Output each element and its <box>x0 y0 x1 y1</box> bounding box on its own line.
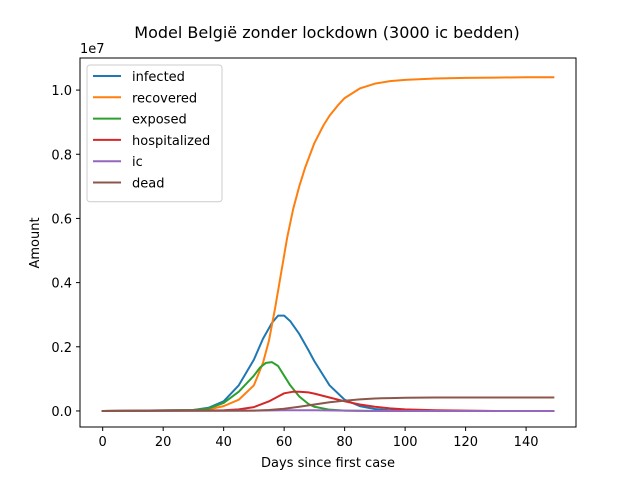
legend: infected recovered exposed hospitalized ic de… <box>86 64 223 203</box>
legend-label-exposed: exposed <box>132 113 187 128</box>
legend-box <box>86 64 223 203</box>
y-axis-title: Amount <box>28 217 43 268</box>
y-tick-label: 0.4 <box>51 277 72 292</box>
y-tick-label: 0.6 <box>51 212 72 227</box>
x-tick-label: 140 <box>514 435 539 450</box>
legend-label-ic: ic <box>132 155 143 170</box>
x-tick-label: 60 <box>276 435 293 450</box>
y-tick-label: 0.8 <box>51 148 72 163</box>
y-axis-ticks: 0.0 0.2 0.4 0.6 0.8 1.0 <box>51 84 80 420</box>
chart-title: Model België zonder lockdown (3000 ic be… <box>134 23 519 42</box>
x-tick-label: 80 <box>336 435 353 450</box>
x-tick-label: 100 <box>393 435 418 450</box>
y-scale-offset-label: 1e7 <box>80 42 105 57</box>
legend-label-infected: infected <box>132 70 185 85</box>
x-tick-label: 40 <box>215 435 232 450</box>
y-tick-label: 0.0 <box>51 405 72 420</box>
legend-label-hospitalized: hospitalized <box>132 134 210 149</box>
legend-label-dead: dead <box>132 177 164 192</box>
x-tick-label: 20 <box>155 435 172 450</box>
y-tick-label: 0.2 <box>51 341 72 356</box>
x-axis-ticks: 0 20 40 60 80 100 120 140 <box>99 427 539 450</box>
plot-frame <box>79 57 577 428</box>
x-tick-label: 0 <box>99 435 107 450</box>
x-axis-title: Days since first case <box>261 456 395 471</box>
legend-label-recovered: recovered <box>132 91 197 106</box>
y-tick-label: 1.0 <box>51 84 72 99</box>
series-line-recovered <box>101 76 555 412</box>
plot-lines <box>101 76 555 412</box>
series-line-dead <box>101 396 555 412</box>
x-tick-label: 120 <box>453 435 478 450</box>
